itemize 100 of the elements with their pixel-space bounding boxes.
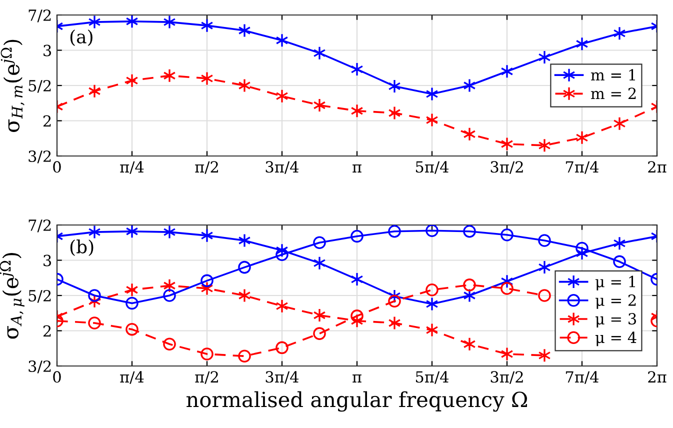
y-tick-label: 2 — [43, 325, 51, 337]
point — [313, 327, 326, 340]
x-tick-label: 3π/2 — [490, 371, 523, 384]
point — [313, 98, 326, 112]
point — [126, 73, 138, 88]
point — [613, 116, 626, 131]
annotation: (a) — [70, 29, 92, 46]
point — [238, 233, 251, 248]
point — [200, 18, 214, 33]
point — [388, 106, 401, 120]
point — [126, 15, 138, 28]
legend-label: m = 2 — [590, 88, 636, 100]
point — [276, 88, 288, 104]
point — [88, 289, 101, 302]
point — [163, 225, 176, 240]
y-axis-title: σ$_{H,m}$(e$^{jΩ}$) — [0, 40, 24, 132]
y-tick-label: 3 — [44, 254, 52, 266]
point — [350, 310, 364, 322]
point — [200, 71, 214, 86]
x-tick-label: π/2 — [195, 371, 218, 384]
x-tick-label: 0 — [53, 161, 61, 173]
point — [576, 130, 588, 145]
point — [238, 350, 251, 363]
point — [538, 289, 551, 302]
point — [313, 256, 326, 270]
y-tick-label: 3/2 — [28, 150, 51, 164]
point — [126, 225, 138, 238]
point — [126, 322, 138, 336]
point — [313, 236, 326, 250]
point — [88, 316, 101, 330]
point — [463, 127, 476, 142]
point — [500, 136, 514, 152]
x-tick-label: 3π/2 — [490, 161, 523, 174]
y-tick-label: 5/2 — [28, 290, 51, 303]
point — [163, 338, 176, 351]
x-tick-label: 7π/4 — [566, 371, 599, 384]
point — [200, 274, 214, 288]
point — [163, 289, 176, 302]
point — [426, 322, 438, 338]
point — [463, 78, 476, 93]
point — [426, 283, 438, 296]
y-tick-label: 7/2 — [28, 9, 51, 22]
y-axis-title: σ$_{A,μ}$(e$^{jΩ}$) — [0, 253, 24, 339]
point — [88, 225, 101, 240]
point — [426, 225, 438, 238]
legend-label: m = 1 — [590, 69, 635, 80]
y-tick-label: 5/2 — [28, 80, 51, 93]
point — [276, 298, 288, 314]
point — [163, 68, 176, 83]
point — [613, 236, 626, 250]
x-axis-title: normalised angular frequency Ω — [186, 391, 527, 412]
x-tick-label: 7π/4 — [566, 161, 599, 174]
point — [463, 225, 476, 238]
point — [500, 282, 514, 295]
x-tick-label: π/4 — [120, 371, 144, 384]
point — [426, 296, 438, 312]
point — [238, 78, 251, 93]
point — [276, 248, 288, 261]
point — [538, 50, 551, 64]
point — [238, 260, 251, 274]
x-tick-label: π — [352, 164, 362, 172]
y-tick-label: 3/2 — [28, 360, 51, 374]
x-tick-label: 5π/4 — [416, 371, 449, 384]
legend-label: μ = 1 — [596, 276, 635, 290]
point — [613, 255, 626, 268]
point — [238, 23, 251, 38]
legend-label: μ = 4 — [596, 332, 636, 346]
y-tick-label: 2 — [43, 115, 51, 127]
point — [500, 346, 514, 362]
point — [88, 84, 101, 98]
point — [500, 64, 514, 78]
point — [238, 288, 251, 303]
x-tick-label: π — [352, 374, 362, 382]
point — [350, 230, 364, 243]
x-tick-label: 3π/4 — [266, 371, 299, 384]
point — [538, 138, 551, 153]
point — [388, 294, 401, 308]
point — [538, 234, 551, 247]
point — [276, 33, 288, 48]
point — [463, 337, 476, 352]
x-tick-label: 0 — [53, 371, 61, 383]
point — [200, 348, 214, 360]
point — [388, 225, 401, 238]
point — [350, 62, 364, 76]
point — [163, 15, 176, 30]
x-tick-label: 3π/4 — [266, 161, 299, 174]
point — [276, 341, 288, 354]
point — [200, 228, 214, 243]
y-tick-label: 7/2 — [28, 219, 51, 232]
point — [576, 242, 588, 255]
point — [426, 112, 438, 128]
point — [126, 296, 138, 310]
point — [538, 348, 551, 363]
point — [126, 282, 138, 297]
point — [613, 26, 626, 40]
x-tick-label: π/2 — [195, 161, 218, 174]
point — [388, 79, 401, 94]
point — [88, 15, 101, 30]
point — [350, 104, 364, 118]
point — [350, 272, 364, 286]
